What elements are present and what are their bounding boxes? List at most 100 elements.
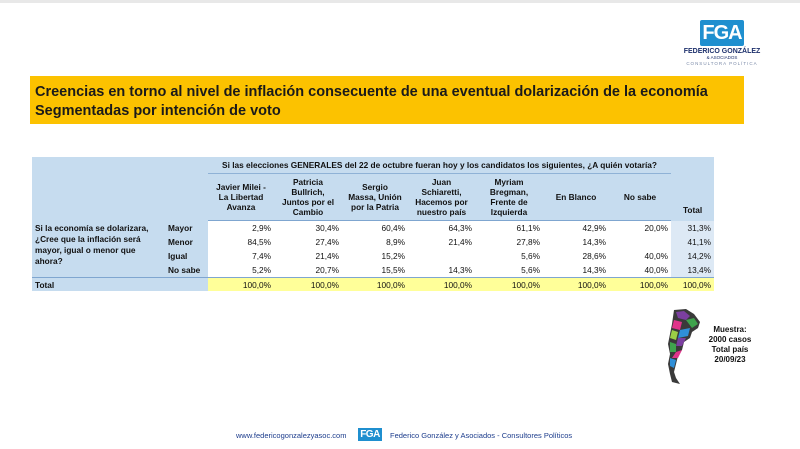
row-total-cell: 31,3% (671, 220, 715, 235)
candidate-header-line: Juntos por el (281, 197, 335, 207)
table-cell: 27,8% (516, 237, 540, 247)
candidate-header-1: Patricia Bullrich, Juntos por el Cambio (274, 173, 342, 221)
candidate-header-0: Javier Milei - La Libertad Avanza (208, 173, 274, 221)
candidate-header-line: Myriam (494, 177, 524, 187)
candidate-header-2: Sergio Massa, Unión por la Patria (342, 173, 408, 221)
table-cell: 42,9% (582, 223, 606, 233)
argentina-map-icon (664, 308, 704, 391)
footer-logo: FGA (358, 428, 382, 441)
table-cell: 21,4% (448, 237, 472, 247)
candidate-header-line: Cambio (292, 207, 324, 217)
table-cell: 14,3% (582, 237, 606, 247)
row-total-cell: 13,4% (671, 263, 715, 278)
table-cell: 14,3% (582, 265, 606, 275)
table-cell: 64,3% (448, 223, 472, 233)
logo-tagline: CONSULTORA POLÍTICA (686, 61, 758, 66)
table-cell (408, 249, 475, 263)
table-cell: 28,6% (582, 251, 606, 261)
candidate-header-row: Javier Milei - La Libertad Avanza Patricia B… (32, 173, 714, 221)
table-cell: 20,7% (315, 265, 339, 275)
candidate-header-line: nuestro país (416, 207, 467, 217)
totals-cell: 100,0% (408, 277, 475, 291)
title-banner: Creencias en torno al nivel de inflación… (30, 76, 744, 124)
row-question: Si la economía se dolarizara, ¿Cree que … (32, 220, 162, 278)
totals-cell: 100,0% (609, 277, 672, 291)
table-cell: 2,9% (252, 223, 271, 233)
table-cell: 8,9% (386, 237, 405, 247)
totals-cell: 100,0% (208, 277, 274, 291)
table-cell: 5,2% (252, 265, 271, 275)
candidate-header-line: La Libertad (218, 192, 264, 202)
candidate-header-line: En Blanco (555, 192, 597, 202)
candidate-header-line: Patricia (293, 177, 323, 187)
candidate-header-5: En Blanco (543, 173, 609, 221)
candidate-header-line: Izquierda (490, 207, 528, 217)
candidate-header-line: Schiaretti, (421, 187, 462, 197)
candidate-header-3: Juan Schiaretti, Hacemos por nuestro país (408, 173, 475, 221)
sample-date: 20/09/23 (714, 355, 746, 364)
candidate-header-line: Bullrich, (291, 187, 325, 197)
logo-mark: FGA (700, 20, 744, 46)
table-cell: 40,0% (644, 265, 669, 275)
table-cell: 27,4% (315, 237, 339, 247)
logo-name: FEDERICO GONZÁLEZ (683, 48, 761, 55)
candidate-header-6: No sabe (609, 173, 672, 221)
corner-cell (32, 157, 208, 221)
table-cell (609, 235, 671, 249)
sample-scope: Total país (711, 345, 749, 354)
table-cell: 84,5% (247, 237, 271, 247)
row-label: Mayor (162, 220, 208, 235)
table-cell: 7,4% (252, 251, 271, 261)
row-label: No sabe (162, 263, 208, 278)
slide-title: Creencias en torno al nivel de inflación… (35, 84, 708, 100)
top-border (0, 0, 800, 3)
candidate-header-line: Sergio (362, 182, 388, 192)
row-label: Menor (162, 235, 208, 249)
fga-logo: FGA FEDERICO GONZÁLEZ & ASOCIADOS CONSUL… (672, 20, 772, 68)
table-cell: 30,4% (315, 223, 339, 233)
table-cell: 15,5% (381, 265, 405, 275)
totals-cell: 100,0% (342, 277, 408, 291)
totals-row-label: Total (32, 277, 208, 291)
candidate-header-4: Myriam Bregman, Frente de Izquierda (475, 173, 543, 221)
row-label: Igual (162, 249, 208, 263)
table-row: No sabe 5,2% 20,7% 15,5% 14,3% 5,6% 14,3% 40,0%… (32, 263, 715, 278)
table-cell: 14,3% (448, 265, 472, 275)
vote-question-header: Si las elecciones GENERALES del 22 de oc… (208, 157, 672, 174)
totals-cell: 100,0% (475, 277, 543, 291)
row-total-cell: 41,1% (671, 235, 715, 249)
total-column-header: Total (671, 157, 715, 221)
candidate-header-line: No sabe (623, 192, 657, 202)
crosstab-table: Si las elecciones GENERALES del 22 de oc… (32, 157, 715, 291)
candidate-header-line: Frente de (490, 197, 528, 207)
footer-company-name: Federico González y Asociados - Consulto… (390, 431, 573, 440)
sample-size: 2000 casos (708, 335, 752, 344)
candidate-header-line: Javier Milei - (216, 182, 266, 192)
footer: www.federicogonzalezyasoc.com FGA Federi… (0, 428, 800, 442)
table-cell: 21,4% (315, 251, 339, 261)
table-cell: 40,0% (644, 251, 669, 261)
table-row: Igual 7,4% 21,4% 15,2% 5,6% 28,6% 40,0% 14,2% (32, 249, 715, 263)
candidate-header-line: por la Patria (351, 202, 399, 212)
table-row: Si la economía se dolarizara, ¿Cree que … (32, 220, 715, 278)
table-cell: 5,6% (521, 251, 540, 261)
slide-subtitle: Segmentadas por intención de voto (35, 103, 281, 119)
grand-total-cell: 100,0% (671, 277, 715, 291)
table-cell: 60,4% (381, 223, 405, 233)
footer-url-link[interactable]: www.federicogonzalezyasoc.com (236, 431, 347, 440)
table-cell: 20,0% (644, 223, 669, 233)
totals-row: Total 100,0% 100,0% 100,0% 100,0% 100,0% 100,0… (32, 277, 715, 291)
totals-cell: 100,0% (543, 277, 609, 291)
candidate-header-line: Hacemos por (415, 197, 468, 207)
totals-cell: 100,0% (274, 277, 342, 291)
table-cell: 5,6% (521, 265, 540, 275)
table-cell: 61,1% (516, 223, 540, 233)
candidate-header-line: Juan (431, 177, 452, 187)
table-row: Menor 84,5% 27,4% 8,9% 21,4% 27,8% 14,3% 41,1% (32, 235, 715, 249)
table-cell: 15,2% (381, 251, 405, 261)
row-total-cell: 14,2% (671, 249, 715, 263)
sample-info: Muestra: 2000 casos Total país 20/09/23 (700, 325, 760, 365)
candidate-header-line: Massa, Unión (348, 192, 402, 202)
sample-label: Muestra: (713, 325, 747, 334)
